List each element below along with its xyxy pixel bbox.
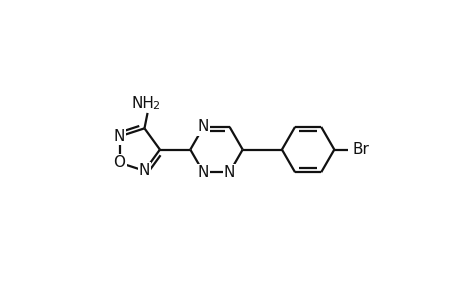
Text: N: N [197, 165, 209, 180]
Text: 2: 2 [151, 101, 158, 111]
Text: Br: Br [352, 142, 369, 157]
Text: N: N [139, 163, 150, 178]
Text: N: N [113, 129, 125, 144]
Text: N: N [197, 119, 209, 134]
Text: O: O [113, 155, 125, 170]
Text: NH: NH [131, 96, 154, 111]
Text: N: N [224, 165, 235, 180]
